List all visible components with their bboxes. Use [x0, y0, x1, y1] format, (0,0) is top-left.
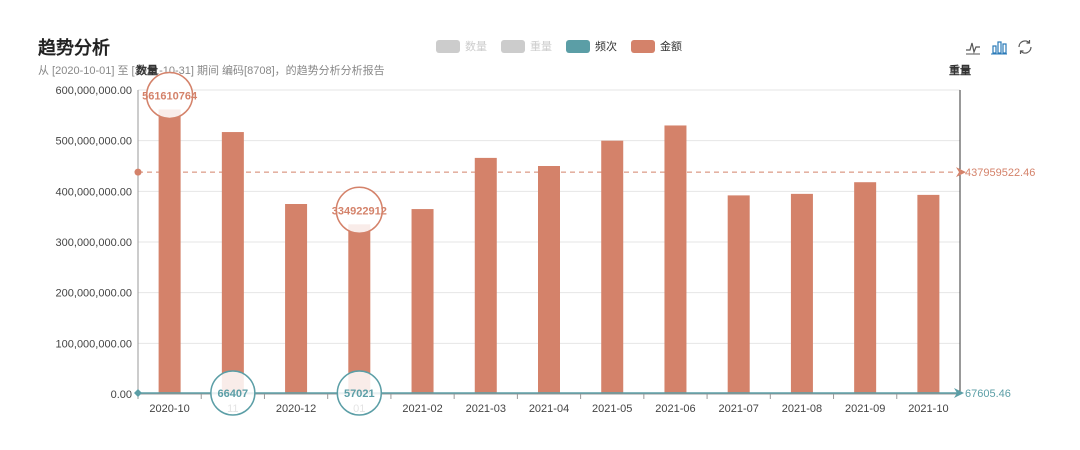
legend-swatch-weight: [501, 39, 525, 53]
markpoint-frequency: [336, 370, 383, 416]
markpoint-amount: [145, 71, 194, 120]
x-tick-label: 2021-03: [466, 403, 506, 415]
bar-amount: [474, 157, 497, 394]
x-tick-label: 2021-08: [782, 403, 822, 415]
bar-amount: [221, 132, 244, 394]
bar-amount: [790, 193, 813, 394]
markline-frequency-start: [134, 389, 142, 397]
legend-label-amount: 金额: [660, 41, 682, 53]
x-tick-label: 2021-04: [529, 403, 569, 415]
bar-amount: [538, 166, 560, 394]
bar-chart-icon[interactable]: [990, 38, 1008, 56]
legend-item-frequency[interactable]: 频次: [566, 38, 617, 54]
legend-label-weight: 重量: [530, 41, 552, 53]
refresh-icon[interactable]: [1016, 38, 1034, 56]
bar-amount: [285, 204, 308, 394]
bar-amount: [854, 182, 877, 394]
markline-amount-label: 437959522.46: [965, 167, 1035, 179]
x-tick-label: 2021-09: [845, 403, 885, 415]
markpoint-amount-label: 334922912: [332, 205, 387, 217]
legend-label-quantity: 数量: [465, 41, 487, 53]
markline-amount-arrow: [956, 167, 966, 178]
bar-amount: [158, 109, 181, 394]
x-tick-label: 2020-10: [149, 403, 189, 415]
y-tick-label: 300,000,000.00: [56, 237, 132, 249]
y-tick-label: 600,000,000.00: [56, 85, 132, 97]
legend-swatch-amount: [631, 39, 655, 53]
bar-amount: [601, 140, 624, 394]
legend-label-frequency: 频次: [595, 41, 617, 53]
markpoint-frequency-label: 66407: [218, 388, 249, 400]
bar-amount: [727, 195, 750, 394]
y-tick-label: 200,000,000.00: [56, 288, 132, 300]
y-tick-label: 100,000,000.00: [56, 338, 132, 350]
markpoint-amount-label: 561610764: [142, 90, 198, 102]
x-tick-label: 2021-10: [908, 403, 948, 415]
bar-amount: [348, 224, 371, 394]
x-tick-label: 2021-06: [655, 403, 695, 415]
markline-frequency-arrow: [954, 388, 964, 398]
markpoint-frequency-label: 57021: [344, 388, 375, 400]
markpoint-amount: [335, 186, 384, 235]
y-tick-label: 400,000,000.00: [56, 186, 132, 198]
bar-amount: [664, 125, 687, 394]
legend-item-amount[interactable]: 金额: [631, 38, 682, 54]
legend-item-weight[interactable]: 重量: [501, 38, 552, 54]
y-tick-label: 0.00: [111, 389, 132, 401]
bar-amount: [917, 194, 940, 394]
bar-amount: [411, 209, 434, 394]
markline-frequency-label: 67605.46: [965, 388, 1011, 400]
x-tick-label: 2021-07: [719, 403, 759, 415]
chart-title: 趋势分析: [38, 38, 110, 58]
subtitle-overlay-text: 数量: [136, 65, 158, 77]
y-tick-label: 500,000,000.00: [56, 136, 132, 148]
x-tick-label: 2020-12: [276, 403, 316, 415]
markline-amount-start: [134, 168, 142, 176]
legend-swatch-quantity: [436, 39, 460, 53]
toolbox-label: 重量: [949, 65, 971, 77]
chart-legend: 数量 重量 频次 金额: [436, 38, 682, 54]
chart-subtitle: 从 [2020-10-01] 至 [2021-10-31] 期间 编码[8708…: [38, 65, 385, 77]
x-tick-label: 2021-05: [592, 403, 632, 415]
x-tick-label: 2021-02: [402, 403, 442, 415]
line-chart-icon[interactable]: [964, 38, 982, 56]
markpoint-frequency: [210, 370, 256, 416]
chart-toolbox: [964, 38, 1034, 56]
legend-swatch-frequency: [566, 39, 590, 53]
legend-item-quantity[interactable]: 数量: [436, 38, 487, 54]
